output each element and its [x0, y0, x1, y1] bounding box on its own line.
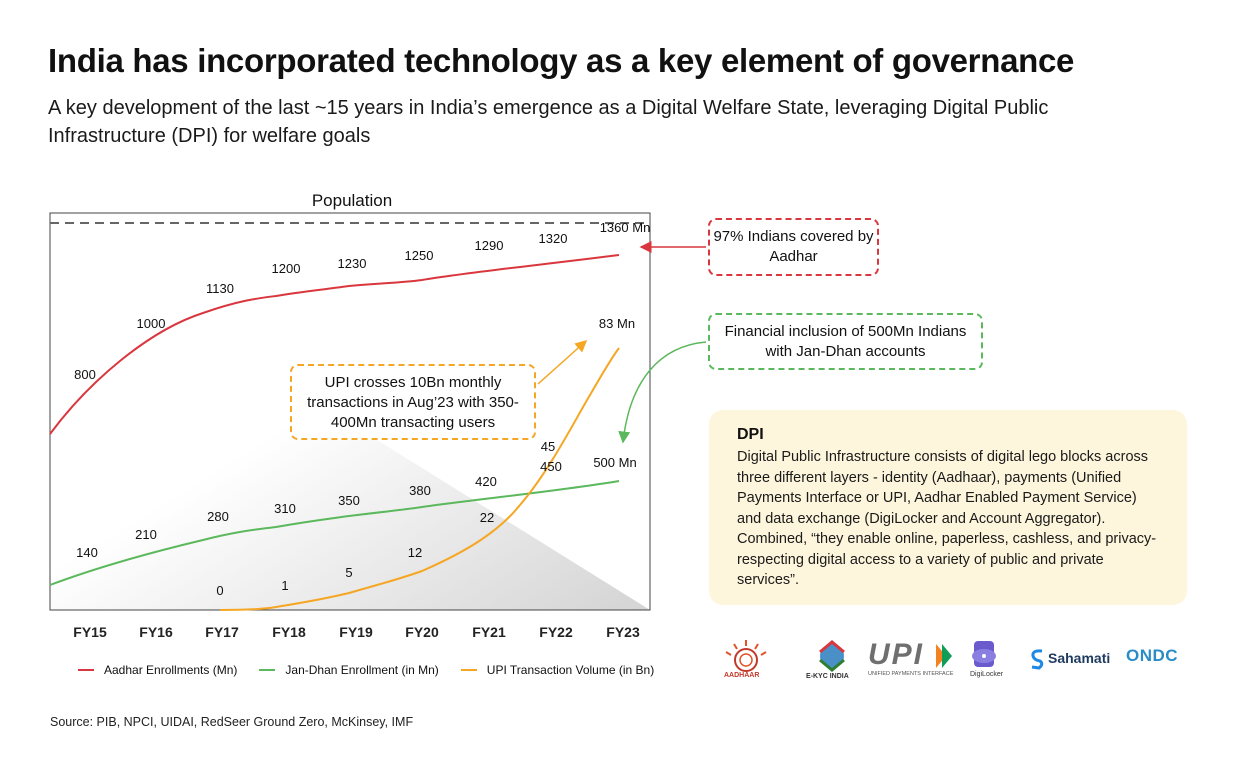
upi-data-label: 5	[345, 565, 352, 580]
x-tick-label: FY19	[339, 624, 373, 640]
jandhan-callout-arrow	[618, 341, 707, 444]
digilocker-logo: DigiLocker	[968, 638, 1008, 682]
upi-callout-arrow	[537, 339, 588, 385]
x-tick-label: FY23	[606, 624, 640, 640]
legend-label: UPI Transaction Volume (in Bn)	[486, 663, 655, 677]
ekyc-logo-text: E-KYC INDIA	[806, 673, 849, 680]
jandhan-data-label: 140	[76, 545, 98, 560]
jandhan-series-line	[49, 480, 620, 586]
jandhan-data-label: 210	[135, 527, 157, 542]
aadhar-data-label: 1290	[475, 238, 504, 253]
upi-data-label: 22	[480, 510, 494, 525]
digilocker-cloud-icon	[972, 641, 996, 667]
upi-tagline: UNIFIED PAYMENTS INTERFACE	[868, 671, 954, 677]
aadhaar-logo: AADHAAR	[718, 638, 774, 682]
legend-label: Jan-Dhan Enrollment (in Mn)	[285, 663, 439, 677]
sahamati-logo: Sahamati	[1030, 646, 1120, 676]
page-subtitle: A key development of the last ~15 years …	[48, 97, 1049, 147]
aadhar-data-label: 800	[74, 367, 96, 382]
aadhar-data-label: 1000	[137, 316, 166, 331]
ekyc-logo: E-KYC INDIA	[802, 638, 862, 682]
upi-data-label: 1	[281, 578, 288, 593]
legend-item-aadhar: Aadhar Enrollments (Mn)	[78, 663, 237, 677]
dpi-title: DPI	[737, 426, 764, 443]
upi-arrow-icon	[936, 644, 952, 668]
jandhan-data-label: 350	[338, 493, 360, 508]
digilocker-logo-text: DigiLocker	[970, 671, 1004, 678]
plot-frame	[49, 212, 651, 611]
ekyc-globe-icon	[819, 640, 845, 672]
jandhan-data-label: 310	[274, 501, 296, 516]
x-tick-label: FY15	[73, 624, 107, 640]
upi-logo-text: UPI	[868, 638, 925, 671]
upi-data-label: 83 Mn	[599, 316, 635, 331]
upi-callout: UPI crosses 10Bn monthly transactions in…	[290, 364, 536, 440]
aadhar-data-label: 1250	[405, 248, 434, 263]
jandhan-data-label: 420	[475, 474, 497, 489]
ondc-logo: ONDC	[1126, 644, 1188, 674]
aadhar-callout: 97% Indians covered by Aadhar	[708, 218, 879, 276]
legend-swatch-green	[259, 669, 276, 671]
aadhar-data-label: 1320	[539, 231, 568, 246]
legend-swatch-red	[78, 669, 94, 671]
upi-series-line	[219, 347, 620, 611]
ondc-logo-text: ONDC	[1126, 646, 1179, 665]
legend-swatch-orange	[460, 669, 477, 671]
chart-legend: Aadhar Enrollments (Mn) Jan-Dhan Enrollm…	[78, 663, 654, 677]
aadhar-series-line	[49, 254, 620, 435]
x-tick-label: FY16	[139, 624, 173, 640]
sahamati-s-icon	[1031, 649, 1044, 670]
aadhaar-logo-text: AADHAAR	[724, 672, 760, 679]
page-title: India has incorporated technology as a k…	[48, 42, 1075, 79]
upi-data-label: 12	[408, 545, 422, 560]
source-note: Source: PIB, NPCI, UIDAI, RedSeer Ground…	[50, 715, 414, 729]
aadhaar-sun-icon	[725, 640, 767, 672]
legend-item-upi: UPI Transaction Volume (in Bn)	[460, 663, 655, 677]
population-label: Population	[312, 191, 392, 210]
aadhar-data-label: 1130	[206, 281, 234, 296]
aadhar-data-label: 1230	[338, 256, 367, 271]
x-tick-label: FY22	[539, 624, 573, 640]
aadhar-data-label: 1360 Mn	[600, 220, 651, 235]
x-tick-label: FY20	[405, 624, 439, 640]
jandhan-callout: Financial inclusion of 500Mn Indians wit…	[708, 313, 983, 370]
jandhan-data-label: 280	[207, 509, 229, 524]
x-tick-label: FY18	[272, 624, 306, 640]
upi-data-label: 0	[216, 583, 223, 598]
x-tick-label: FY17	[205, 624, 239, 640]
dpi-description: Digital Public Infrastructure consists o…	[737, 449, 1157, 588]
upi-data-label: 45	[541, 439, 555, 454]
x-tick-label: FY21	[472, 624, 506, 640]
legend-label: Aadhar Enrollments (Mn)	[104, 663, 238, 677]
jandhan-data-label: 450	[540, 459, 562, 474]
jandhan-data-label: 500 Mn	[593, 455, 636, 470]
partner-logos: AADHAAR E-KYC INDIA UPI UNIFIED PAYMENTS…	[718, 638, 1188, 682]
upi-logo: UPI UNIFIED PAYMENTS INTERFACE	[868, 638, 958, 682]
legend-item-jandhan: Jan-Dhan Enrollment (in Mn)	[259, 663, 439, 677]
dpi-info-box: DPI Digital Public Infrastructure consis…	[709, 410, 1187, 605]
aadhar-data-label: 1200	[272, 261, 301, 276]
jandhan-data-label: 380	[409, 483, 431, 498]
sahamati-logo-text: Sahamati	[1048, 650, 1111, 666]
